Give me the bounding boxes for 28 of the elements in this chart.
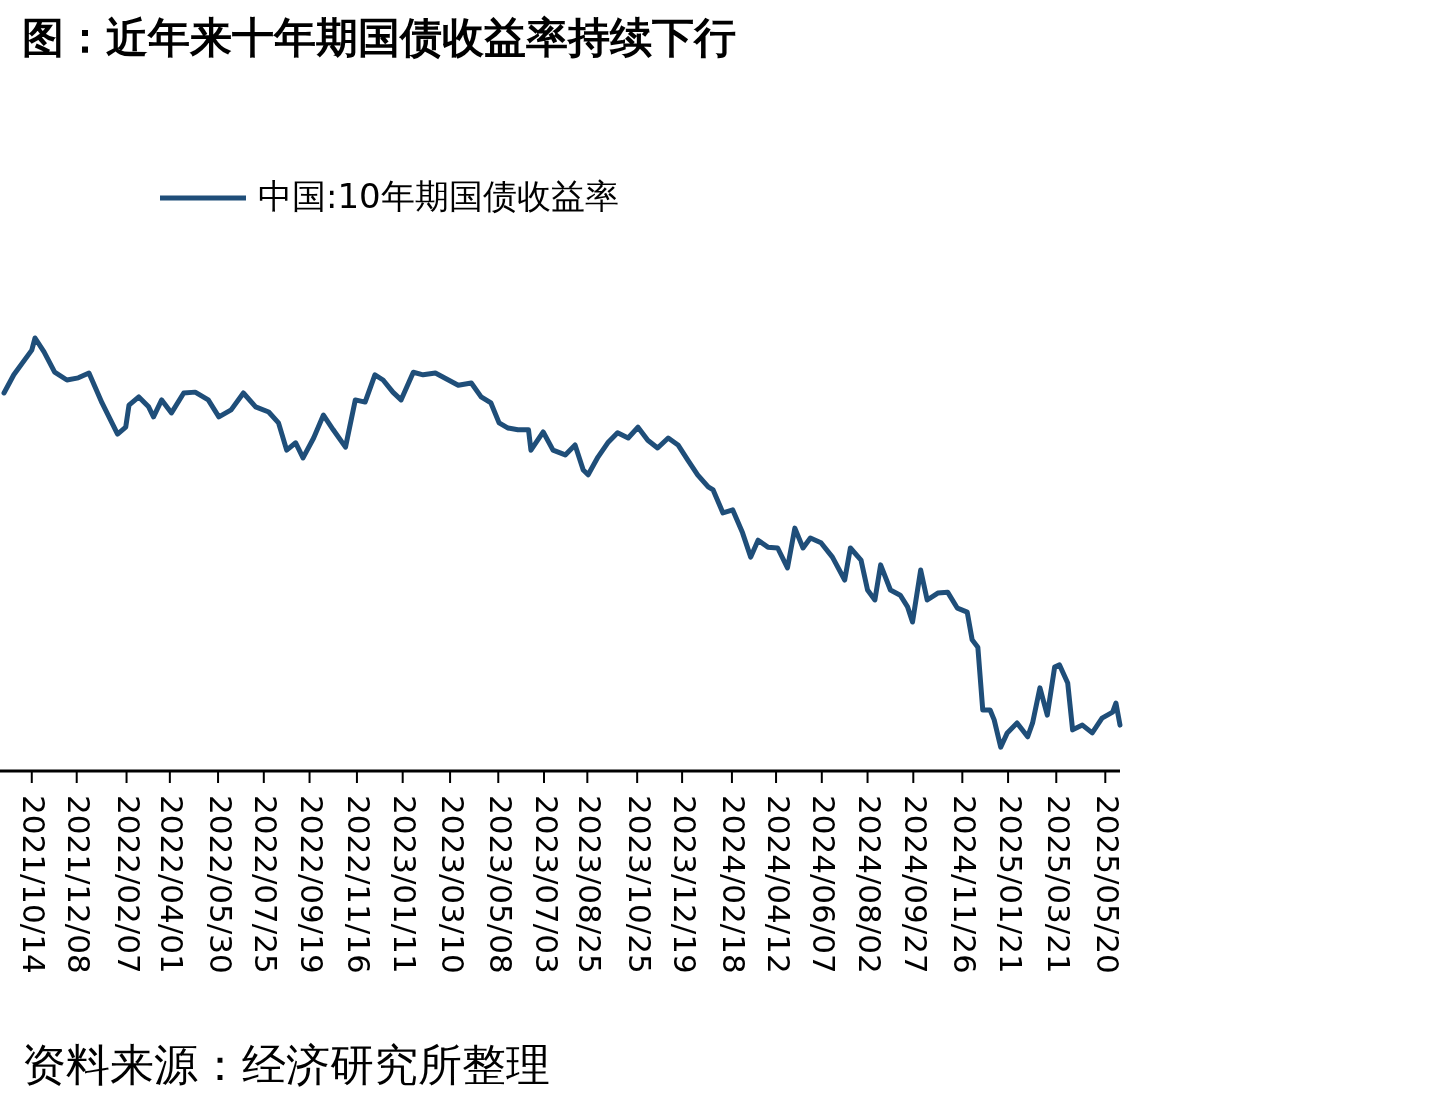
x-tick-label: 2024/11/26 <box>946 795 983 974</box>
x-tick-label: 2023/10/25 <box>621 795 658 974</box>
legend-label: 中国:10年期国债收益率 <box>258 175 619 216</box>
chart-title: 图：近年来十年期国债收益率持续下行 <box>22 13 736 62</box>
x-tick-label: 2023/01/11 <box>387 795 424 974</box>
x-tick-label: 2023/07/03 <box>528 795 565 974</box>
x-tick-label: 2022/05/30 <box>202 795 239 974</box>
x-tick-label: 2024/02/18 <box>716 795 753 974</box>
x-tick-label: 2025/03/21 <box>1040 795 1077 974</box>
x-tick-label: 2022/09/19 <box>294 795 331 974</box>
text: 资料来源：经济研究所整理 <box>22 1039 550 1090</box>
x-tick-label: 2025/01/21 <box>992 795 1029 974</box>
x-tick-label: 2021/10/14 <box>16 795 53 974</box>
x-tick-label: 2024/04/12 <box>760 795 797 974</box>
x-tick-label: 2022/11/16 <box>341 795 378 974</box>
x-tick-label: 2022/02/07 <box>111 795 148 974</box>
x-tick-label: 2023/08/25 <box>571 795 608 974</box>
legend: 中国:10年期国债收益率 <box>160 175 619 216</box>
x-tick-label: 2023/12/19 <box>666 795 703 974</box>
x-tick-label: 2022/07/25 <box>248 795 285 974</box>
x-tick-label: 2025/05/20 <box>1089 795 1126 974</box>
x-tick-label: 2021/12/08 <box>61 795 98 974</box>
x-tick-label: 2023/03/10 <box>434 795 471 974</box>
x-tick-label: 2024/08/02 <box>852 795 889 974</box>
x-tick-label: 2024/06/07 <box>806 795 843 974</box>
x-tick-label: 2023/05/08 <box>482 795 519 974</box>
x-tick-label: 2024/09/27 <box>897 795 934 974</box>
x-tick-label: 2022/04/01 <box>154 795 191 974</box>
